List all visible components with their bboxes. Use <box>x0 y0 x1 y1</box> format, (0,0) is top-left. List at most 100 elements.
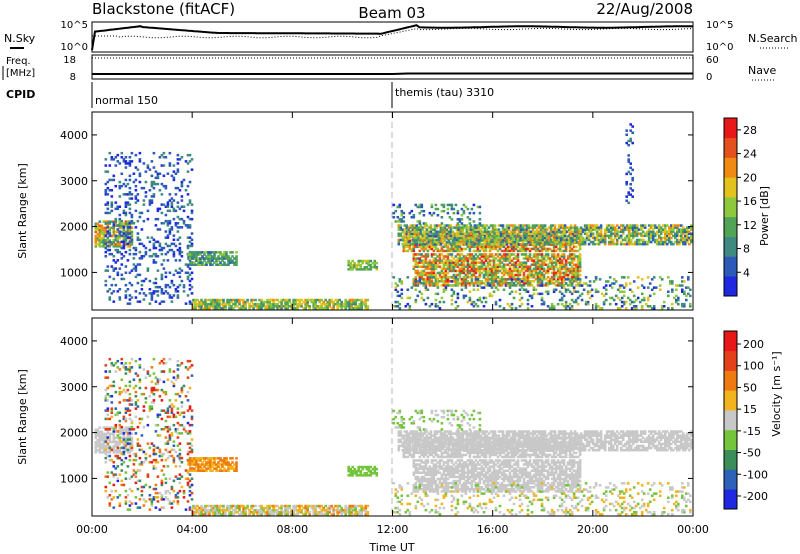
heatmap-cell <box>670 228 673 231</box>
heatmap-cell <box>128 178 132 182</box>
heatmap-cell <box>488 284 492 287</box>
heatmap-cell <box>510 263 514 266</box>
heatmap-cell <box>608 296 612 300</box>
heatmap-cell <box>452 265 456 268</box>
heatmap-cell <box>517 226 521 229</box>
heatmap-cell <box>197 259 200 262</box>
heatmap-cell <box>500 284 504 287</box>
heatmap-cell <box>206 307 209 310</box>
heatmap-cell <box>478 269 482 273</box>
heatmap-cell <box>284 298 287 302</box>
heatmap-cell <box>446 249 450 253</box>
heatmap-cell <box>402 247 406 251</box>
heatmap-cell <box>108 296 112 299</box>
heatmap-cell <box>509 230 513 233</box>
heatmap-cell <box>124 211 128 215</box>
heatmap-cell <box>120 430 124 433</box>
heatmap-cell <box>468 271 472 275</box>
heatmap-cell <box>683 290 686 293</box>
heatmap-cell <box>510 247 514 251</box>
heatmap-cell <box>458 247 462 251</box>
heatmap-cell <box>446 207 450 211</box>
heatmap-cell <box>280 307 283 310</box>
heatmap-cell <box>581 228 585 231</box>
heatmap-cell <box>657 226 661 229</box>
heatmap-cell <box>620 290 624 293</box>
heatmap-cell <box>521 230 525 233</box>
heatmap-cell <box>486 255 490 258</box>
heatmap-cell <box>427 226 431 229</box>
heatmap-cell <box>186 265 190 268</box>
heatmap-cell <box>122 442 126 446</box>
heatmap-cell <box>522 249 526 253</box>
heatmap-cell <box>510 259 514 262</box>
heatmap-cell <box>415 240 419 244</box>
heatmap-cell <box>522 247 526 251</box>
heatmap-cell <box>193 261 196 264</box>
heatmap-cell <box>424 255 428 258</box>
heatmap-cell <box>176 248 180 252</box>
heatmap-cell <box>466 273 470 277</box>
heatmap-cell <box>228 300 231 304</box>
heatmap-cell <box>158 189 162 192</box>
heatmap-cell <box>570 249 574 253</box>
heatmap-cell <box>611 240 615 244</box>
heatmap-cell <box>562 280 566 283</box>
heatmap-cell <box>358 307 361 310</box>
heatmap-cell <box>512 245 516 249</box>
heatmap-cell <box>631 189 634 192</box>
heatmap-cell <box>492 245 496 249</box>
heatmap-cell <box>122 436 126 440</box>
heatmap-cell <box>405 230 409 233</box>
heatmap-cell <box>98 241 102 244</box>
freq-panel: 18 8 60 0 Freq. [MHz] Nave <box>2 54 776 83</box>
heatmap-cell <box>567 242 571 246</box>
heatmap-cell <box>158 248 162 252</box>
heatmap-cell <box>476 269 480 273</box>
heatmap-cell <box>464 282 468 285</box>
heatmap-cell <box>166 203 170 206</box>
heatmap-cell <box>463 242 467 246</box>
heatmap-cell <box>217 255 220 258</box>
heatmap-cell <box>248 302 251 306</box>
heatmap-cell <box>204 302 207 306</box>
heatmap-cell <box>527 228 531 231</box>
heatmap-cell <box>203 259 206 262</box>
heatmap-cell <box>516 273 520 277</box>
heatmap-cell <box>520 261 524 264</box>
heatmap-cell <box>539 226 543 229</box>
heatmap-cell <box>521 236 525 240</box>
heatmap-cell <box>122 242 126 246</box>
heatmap-cell <box>412 282 416 285</box>
heatmap-cell <box>410 216 414 219</box>
heatmap-cell <box>124 411 128 414</box>
heatmap-cell <box>454 259 458 262</box>
heatmap-cell <box>446 255 450 258</box>
heatmap-cell <box>124 232 128 236</box>
heatmap-cell <box>234 302 237 306</box>
heatmap-cell <box>500 278 504 281</box>
heatmap-cell <box>409 234 413 238</box>
heatmap-cell <box>543 240 547 244</box>
heatmap-cell <box>414 259 418 262</box>
heatmap-cell <box>558 277 562 281</box>
heatmap-cell <box>558 269 562 273</box>
heatmap-cell <box>212 307 215 310</box>
heatmap-cell <box>653 226 657 229</box>
heatmap-cell <box>421 242 425 246</box>
heatmap-cell <box>118 184 122 188</box>
heatmap-cell <box>234 300 237 304</box>
heatmap-cell <box>108 417 112 421</box>
heatmap-cell <box>512 277 516 281</box>
heatmap-cell <box>394 288 398 291</box>
heatmap-cell <box>104 228 108 232</box>
heatmap-cell <box>106 230 110 233</box>
heatmap-cell <box>670 240 673 244</box>
heatmap-cell <box>490 259 494 262</box>
heatmap-cell <box>214 307 217 310</box>
heatmap-cell <box>491 242 495 246</box>
heatmap-cell <box>562 249 566 253</box>
heatmap-cell <box>496 267 500 271</box>
heatmap-cell <box>526 298 530 302</box>
heatmap-cell <box>375 261 379 265</box>
